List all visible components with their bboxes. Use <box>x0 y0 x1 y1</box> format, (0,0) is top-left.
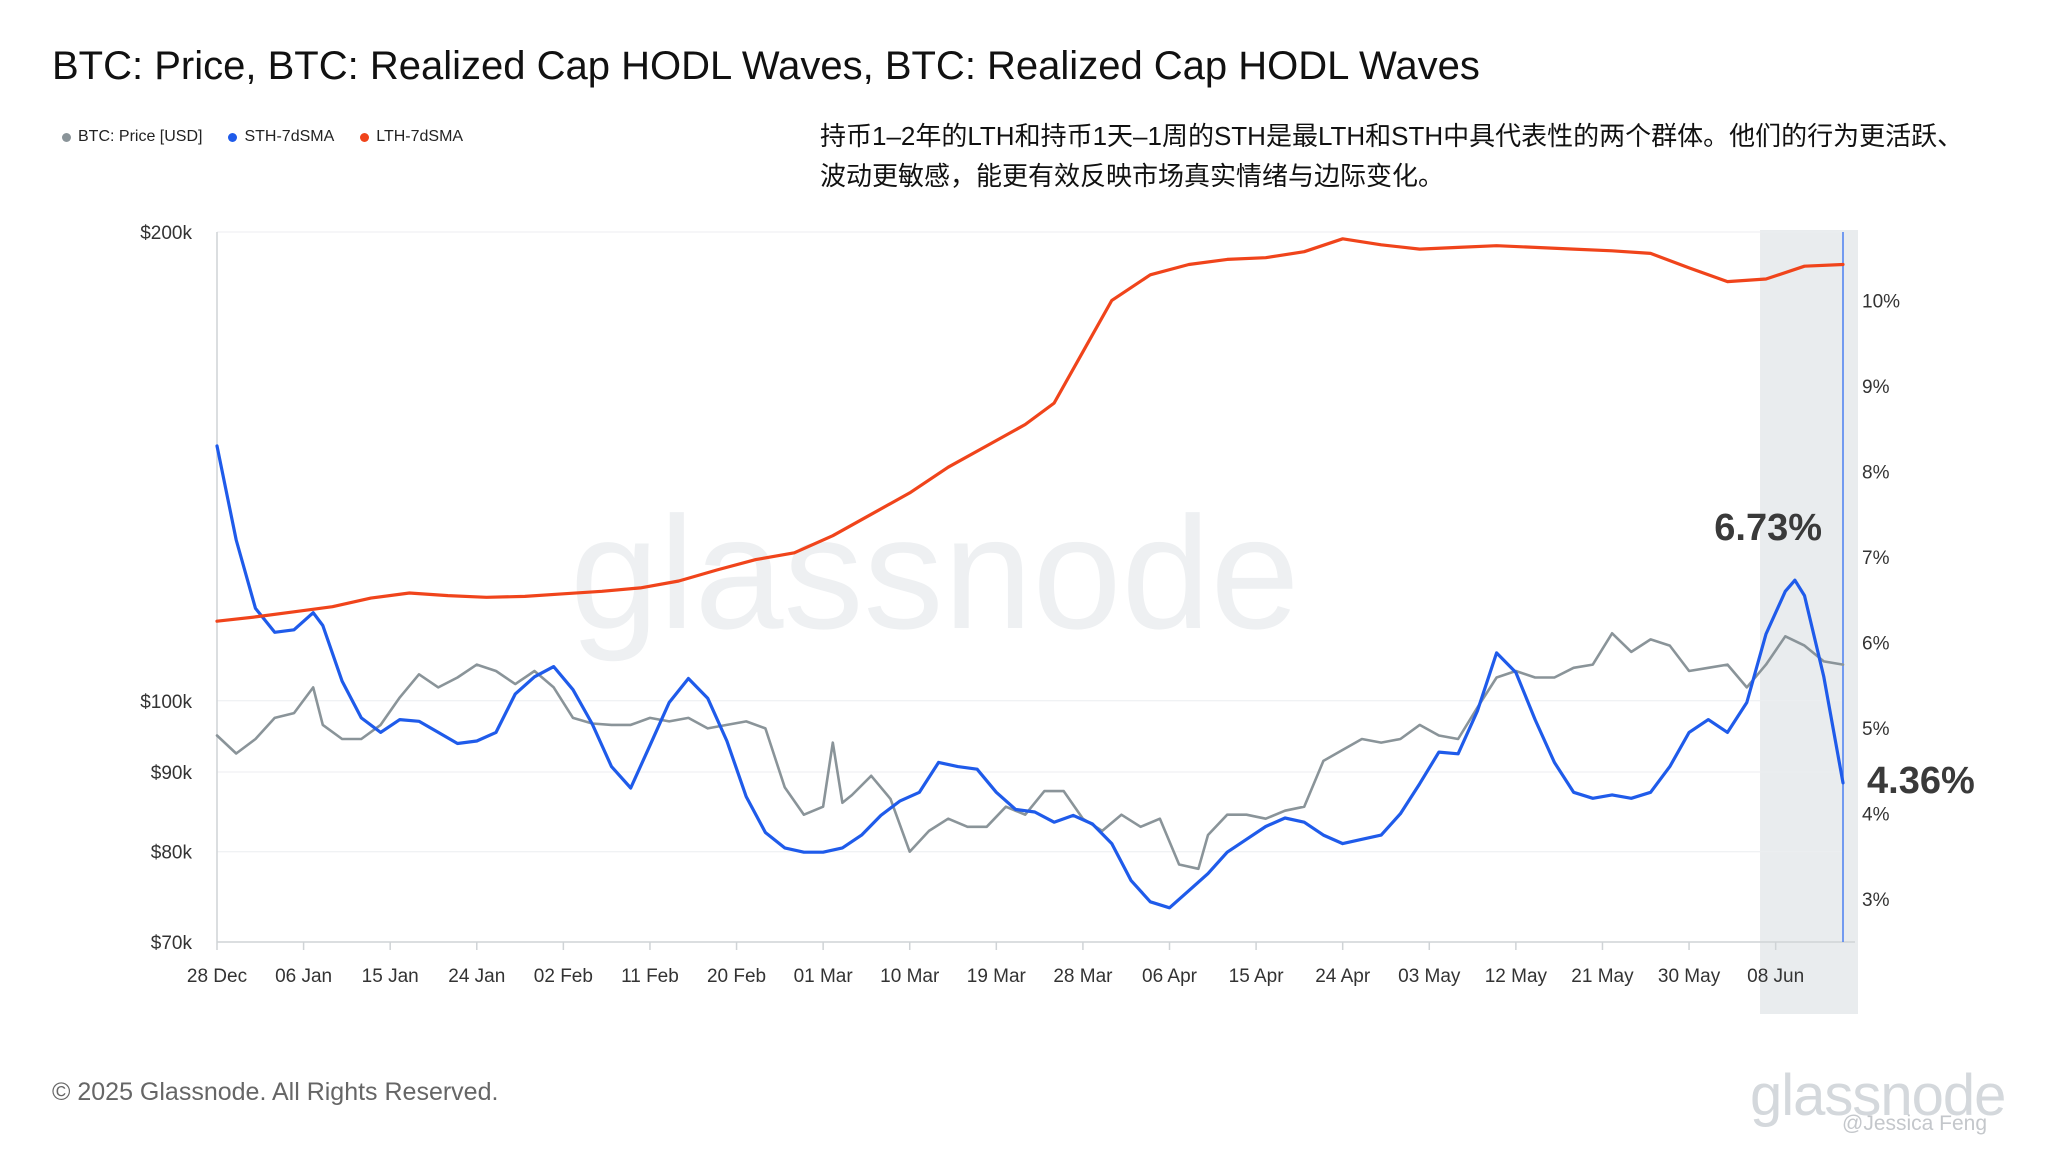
x-tick-label: 11 Feb <box>621 966 679 987</box>
x-tick-label: 02 Feb <box>534 966 593 987</box>
x-tick-label: 12 May <box>1485 966 1548 987</box>
legend-dot-lth <box>360 132 370 142</box>
y-left-tick-label: $200k <box>140 223 192 244</box>
credit-text: @Jessica Feng <box>1842 1112 1988 1135</box>
x-tick-label: 01 Mar <box>794 966 854 987</box>
x-tick-label: 19 Mar <box>967 966 1027 987</box>
y-right-tick-label: 4% <box>1862 805 1890 826</box>
annotation-text: 持币1–2年的LTH和持币1天–1周的STH是最LTH和STH中具代表性的两个群… <box>820 121 1964 191</box>
callout-sth-peak: 6.73% <box>1714 507 1822 549</box>
watermark-text: glassnode <box>570 483 1299 662</box>
price-line <box>215 632 1845 871</box>
x-tick-label: 03 May <box>1398 966 1461 987</box>
legend-item-sth[interactable]: STH-7dSMA <box>228 128 334 146</box>
y-right-tick-label: 6% <box>1862 634 1890 655</box>
x-tick-label: 06 Apr <box>1142 966 1198 987</box>
legend-dot-sth <box>228 132 238 142</box>
y-left-tick-label: $90k <box>151 763 193 784</box>
x-tick-label: 30 May <box>1658 966 1721 987</box>
chart-title: BTC: Price, BTC: Realized Cap HODL Waves… <box>52 44 1480 88</box>
copyright-text: © 2025 Glassnode. All Rights Reserved. <box>52 1078 499 1106</box>
legend-label-lth: LTH-7dSMA <box>376 128 464 145</box>
legend-label-price: BTC: Price [USD] <box>78 128 203 145</box>
y-right-tick-label: 7% <box>1862 548 1890 569</box>
x-tick-label: 06 Jan <box>275 966 332 987</box>
callout-sth-latest: 4.36% <box>1867 760 1975 802</box>
y-left-tick-label: $80k <box>151 843 193 864</box>
brand-logo: glassnode <box>1750 1063 2006 1128</box>
sth-line <box>215 444 1845 910</box>
x-tick-label: 15 Apr <box>1229 966 1285 987</box>
legend: BTC: Price [USD] STH-7dSMA LTH-7dSMA <box>62 128 463 146</box>
y-right-tick-label: 5% <box>1862 719 1890 740</box>
lth-line <box>215 237 1845 623</box>
y-right-tick-label: 9% <box>1862 377 1890 398</box>
legend-dot-price <box>62 132 71 142</box>
x-tick-label: 28 Dec <box>187 966 247 987</box>
legend-item-lth[interactable]: LTH-7dSMA <box>360 128 463 146</box>
y-right-tick-label: 10% <box>1862 291 1900 312</box>
x-tick-label: 20 Feb <box>707 966 766 987</box>
x-tick-label: 10 Mar <box>880 966 940 987</box>
x-tick-label: 21 May <box>1571 966 1634 987</box>
x-tick-label: 24 Jan <box>448 966 505 987</box>
x-tick-label: 15 Jan <box>362 966 419 987</box>
x-tick-label: 08 Jun <box>1747 966 1804 987</box>
y-right-tick-label: 3% <box>1862 890 1890 911</box>
y-left-tick-label: $100k <box>140 692 192 713</box>
legend-label-sth: STH-7dSMA <box>244 128 335 145</box>
y-left-tick-label: $70k <box>151 933 193 954</box>
highlight-band <box>1760 230 1858 1014</box>
x-tick-label: 24 Apr <box>1315 966 1371 987</box>
y-right-tick-label: 8% <box>1862 463 1890 484</box>
legend-item-price[interactable]: BTC: Price [USD] <box>62 128 202 146</box>
x-tick-label: 28 Mar <box>1053 966 1113 987</box>
